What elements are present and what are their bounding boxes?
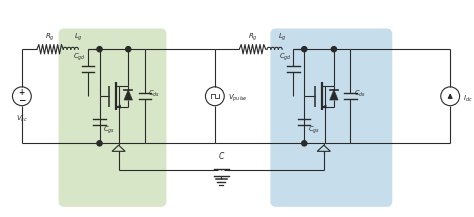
Text: $V_{cc}$: $V_{cc}$ xyxy=(16,114,28,124)
Text: $C_{gd}$: $C_{gd}$ xyxy=(73,52,86,63)
Circle shape xyxy=(331,47,337,52)
Text: $L_g$: $L_g$ xyxy=(278,31,287,43)
Text: $C$: $C$ xyxy=(218,150,225,161)
Text: $C_{gs}$: $C_{gs}$ xyxy=(103,125,115,136)
Circle shape xyxy=(97,47,102,52)
Circle shape xyxy=(301,141,307,146)
FancyBboxPatch shape xyxy=(59,28,166,207)
Circle shape xyxy=(301,47,307,52)
Polygon shape xyxy=(124,90,132,100)
Circle shape xyxy=(97,141,102,146)
Text: $I_{dc}$: $I_{dc}$ xyxy=(463,94,473,104)
Text: $C_{gd}$: $C_{gd}$ xyxy=(279,52,292,63)
Text: $C_{ds}$: $C_{ds}$ xyxy=(148,89,160,99)
Text: $V_{pulse}$: $V_{pulse}$ xyxy=(228,93,247,104)
Circle shape xyxy=(126,47,131,52)
Text: −: − xyxy=(18,95,26,105)
Text: $L_g$: $L_g$ xyxy=(74,31,83,43)
FancyBboxPatch shape xyxy=(270,28,392,207)
Text: $C_{gs}$: $C_{gs}$ xyxy=(308,125,319,136)
Text: $R_g$: $R_g$ xyxy=(45,31,55,43)
Text: $C_{ds}$: $C_{ds}$ xyxy=(354,89,365,99)
Text: $R_g$: $R_g$ xyxy=(247,31,257,43)
Text: +: + xyxy=(19,89,25,97)
Polygon shape xyxy=(330,90,338,100)
